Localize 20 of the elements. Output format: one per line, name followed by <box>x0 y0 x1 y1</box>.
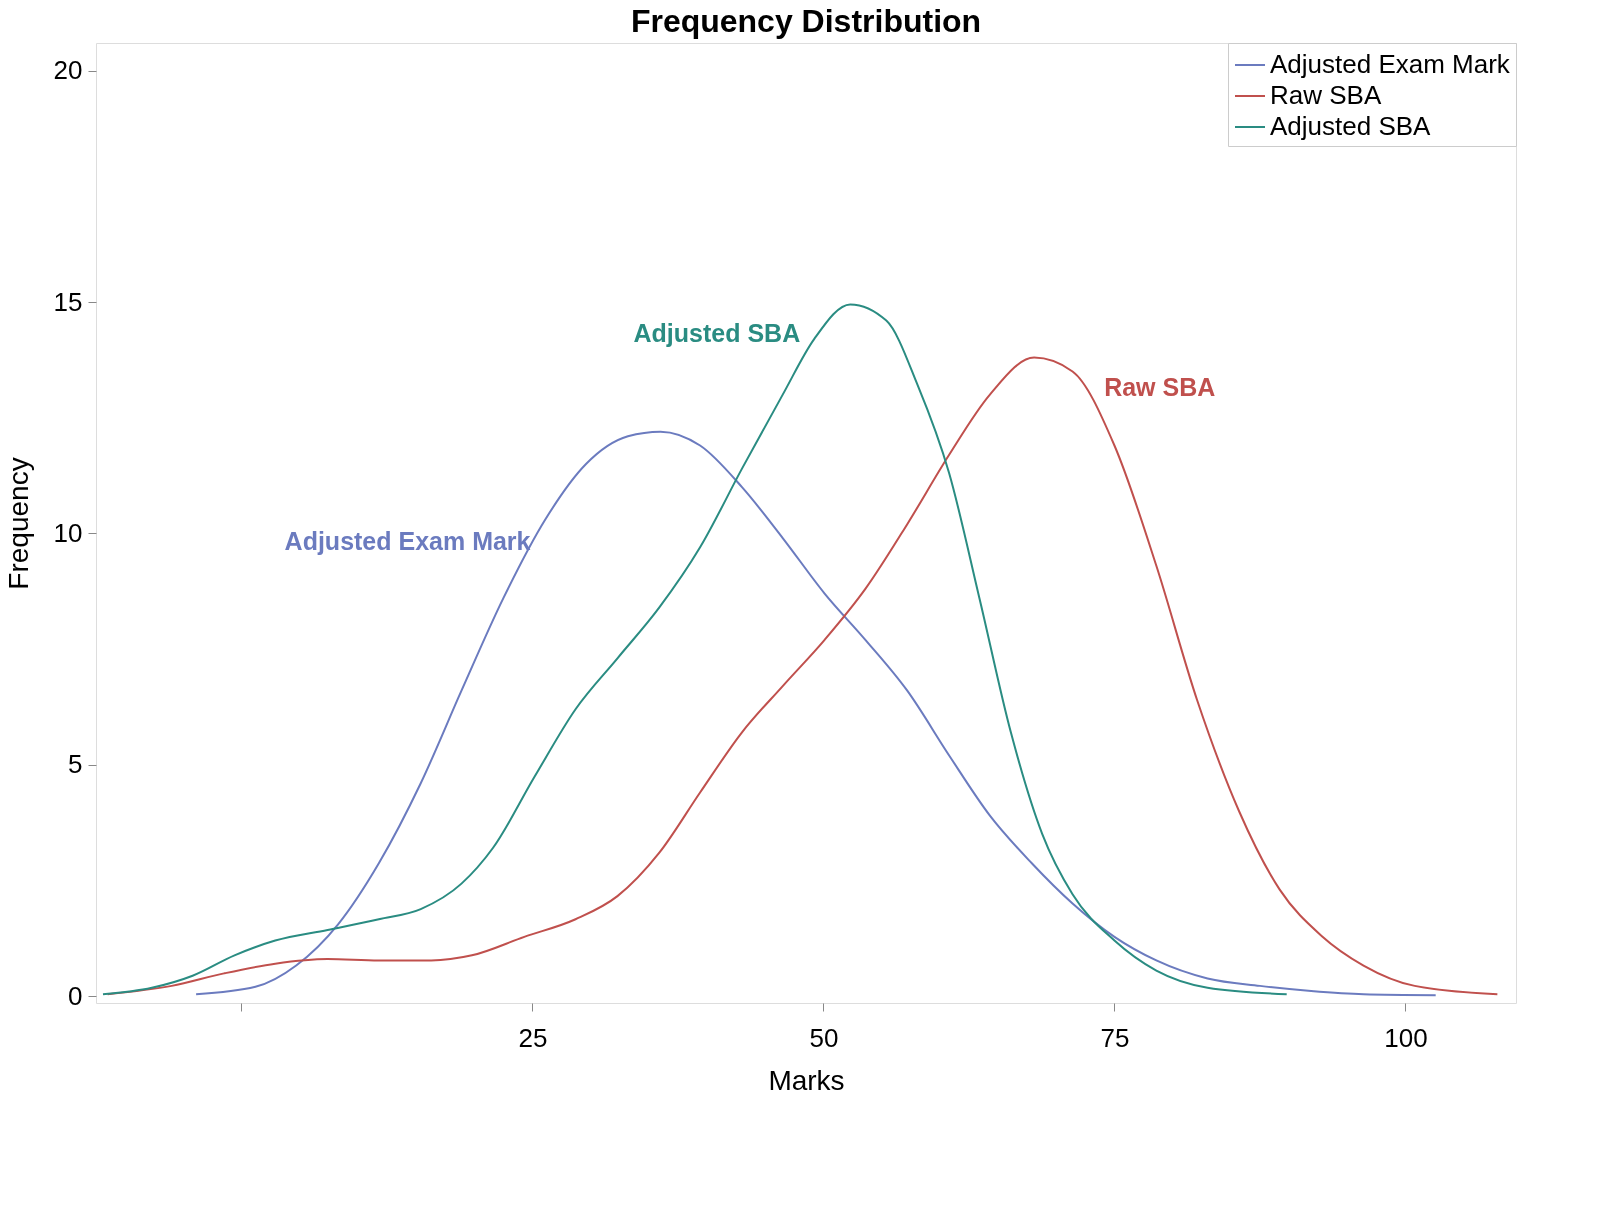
chart-title: Frequency Distribution <box>630 2 982 39</box>
x-tick-label: 25 <box>518 1022 548 1053</box>
y-tick-label: 20 <box>53 55 83 86</box>
x-axis-title: Marks <box>768 1064 845 1096</box>
annotation: Adjusted Exam Mark <box>284 526 531 555</box>
annotation: Raw SBA <box>1104 372 1216 401</box>
annotation: Adjusted SBA <box>633 319 801 348</box>
x-tick-label: 100 <box>1384 1022 1428 1053</box>
legend-label: Adjusted Exam Mark <box>1270 49 1511 79</box>
y-axis-title: Frequency <box>2 457 34 590</box>
legend-label: Raw SBA <box>1270 80 1382 110</box>
line-series <box>195 430 1437 997</box>
line-series <box>101 303 1288 996</box>
y-tick-label: 15 <box>53 286 83 317</box>
legend-label: Adjusted SBA <box>1270 111 1432 141</box>
x-tick-label: 50 <box>809 1022 839 1053</box>
y-tick-label: 10 <box>53 517 83 548</box>
y-tick-label: 0 <box>68 980 83 1011</box>
y-tick-label: 5 <box>68 749 83 780</box>
x-tick-label: 75 <box>1100 1022 1130 1053</box>
